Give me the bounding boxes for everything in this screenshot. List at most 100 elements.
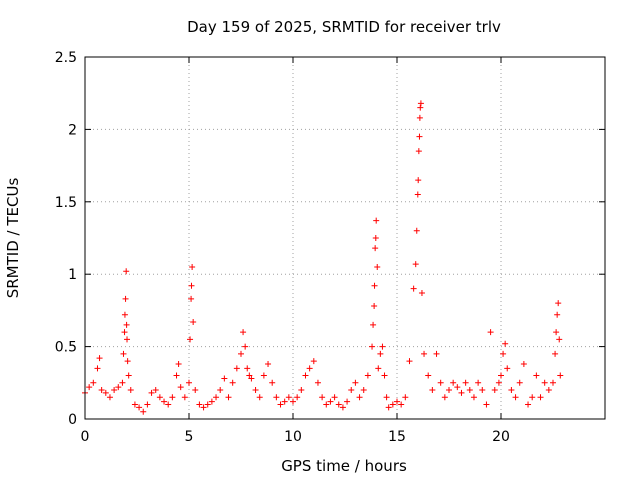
data-point xyxy=(402,394,409,401)
data-point xyxy=(372,245,379,252)
data-point xyxy=(181,394,188,401)
data-point xyxy=(416,133,423,140)
data-point xyxy=(375,365,382,372)
data-point xyxy=(192,387,199,394)
data-point xyxy=(225,394,232,401)
data-point xyxy=(381,372,388,379)
data-point xyxy=(125,372,132,379)
data-point xyxy=(124,336,131,343)
data-point xyxy=(508,387,515,394)
data-point xyxy=(306,365,313,372)
data-point xyxy=(242,343,249,350)
data-point xyxy=(360,387,367,394)
data-point xyxy=(466,387,473,394)
y-tick-label: 2.5 xyxy=(55,50,77,66)
data-point xyxy=(327,398,334,405)
data-point xyxy=(553,329,560,336)
data-point xyxy=(233,365,240,372)
data-point xyxy=(379,343,386,350)
y-tick-label: 2 xyxy=(68,122,77,138)
data-point xyxy=(415,177,422,184)
data-point xyxy=(186,379,192,386)
data-point xyxy=(372,235,379,241)
data-point xyxy=(94,365,101,372)
data-point xyxy=(122,295,129,302)
data-marks xyxy=(82,100,564,415)
data-point xyxy=(470,394,477,401)
data-point xyxy=(385,404,392,411)
chart-title: Day 159 of 2025, SRMTID for receiver trl… xyxy=(187,18,501,36)
data-point xyxy=(175,360,182,367)
data-point xyxy=(244,365,251,372)
y-tick-label: 1 xyxy=(68,267,77,283)
data-point xyxy=(413,227,420,234)
data-point xyxy=(148,389,155,396)
data-point xyxy=(410,285,417,292)
data-point xyxy=(520,360,527,367)
data-point xyxy=(398,401,405,408)
data-point xyxy=(369,343,376,350)
y-tick-label: 0 xyxy=(68,412,77,428)
data-point xyxy=(331,394,338,401)
data-point xyxy=(140,408,147,415)
data-point xyxy=(188,295,195,302)
data-point xyxy=(189,263,196,270)
data-point xyxy=(483,401,490,408)
data-point xyxy=(545,387,552,394)
data-point xyxy=(302,372,309,379)
x-tick-label: 0 xyxy=(81,429,90,445)
data-point xyxy=(123,268,130,275)
data-point xyxy=(260,372,267,379)
data-point xyxy=(556,336,563,343)
data-point xyxy=(373,217,380,224)
data-point xyxy=(152,387,159,394)
data-point xyxy=(552,350,559,357)
data-point xyxy=(165,401,172,408)
data-point xyxy=(131,401,138,408)
data-point xyxy=(314,379,321,386)
data-point xyxy=(121,329,128,336)
data-point xyxy=(269,379,276,386)
data-point xyxy=(335,401,342,408)
data-point xyxy=(310,358,317,365)
data-point xyxy=(119,379,126,386)
data-point xyxy=(121,311,128,318)
data-point xyxy=(364,372,371,379)
data-point xyxy=(90,379,97,386)
data-point xyxy=(458,389,465,396)
data-point xyxy=(98,387,105,394)
data-point xyxy=(221,375,228,382)
data-point xyxy=(487,329,494,336)
data-point xyxy=(339,404,346,411)
data-point xyxy=(285,394,292,401)
data-point xyxy=(446,387,452,394)
data-point xyxy=(190,318,197,325)
data-point xyxy=(495,379,502,386)
data-point xyxy=(217,387,224,394)
data-point xyxy=(213,394,220,401)
data-point xyxy=(529,394,536,401)
x-axis-label: GPS time / hours xyxy=(281,457,407,475)
data-point xyxy=(557,372,564,379)
data-point xyxy=(479,387,486,394)
data-point xyxy=(433,350,440,357)
data-point xyxy=(429,387,436,394)
y-tick-label: 0.5 xyxy=(55,340,77,356)
data-point xyxy=(371,303,378,310)
data-point xyxy=(525,401,532,408)
data-point xyxy=(437,379,444,386)
data-point xyxy=(248,375,255,382)
data-point xyxy=(102,389,109,396)
data-point xyxy=(120,350,127,357)
data-point xyxy=(169,394,176,401)
data-point xyxy=(204,401,211,408)
data-point xyxy=(173,372,180,379)
axis-ticks: 0 5 10 15 20 0 0.5 1 1.5 2 2.5 xyxy=(55,50,605,445)
data-point xyxy=(294,394,301,401)
data-point xyxy=(377,350,384,357)
data-point xyxy=(281,398,288,405)
data-point xyxy=(256,394,263,401)
data-point xyxy=(229,379,236,386)
x-tick-label: 15 xyxy=(388,429,406,445)
